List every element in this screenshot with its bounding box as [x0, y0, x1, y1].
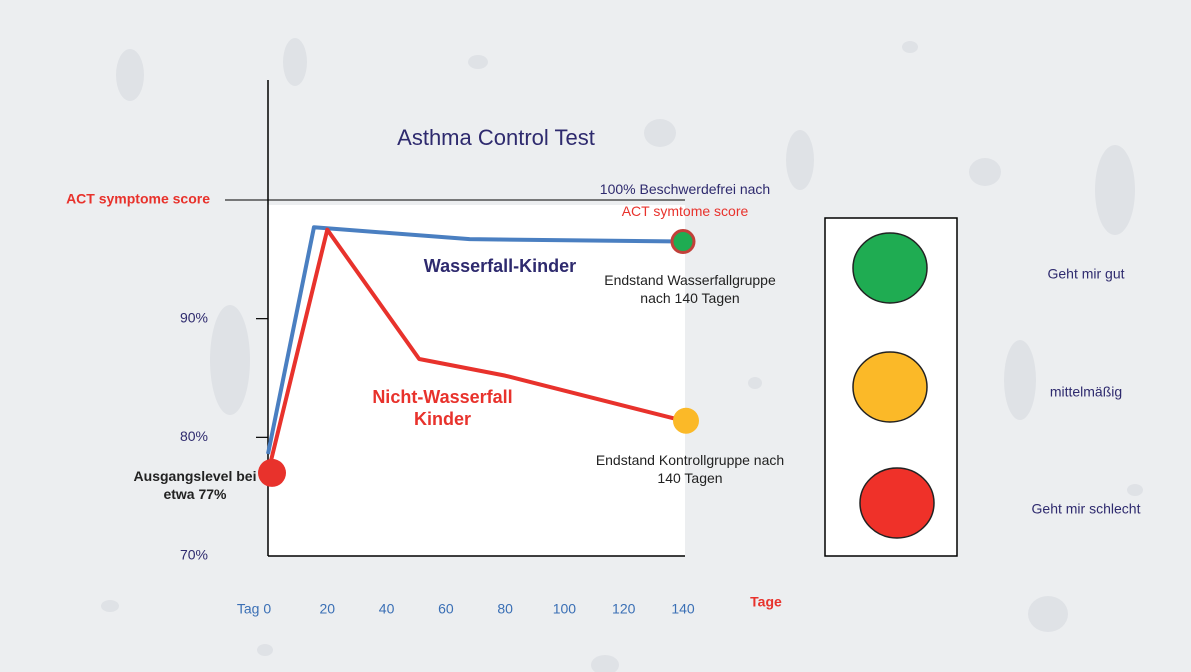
series-label: Wasserfall-Kinder	[400, 256, 600, 276]
x-tick-label: 60	[438, 601, 454, 617]
series-label: Nicht-Wasserfall Kinder	[355, 386, 530, 430]
traffic-light	[860, 468, 934, 538]
y-tick-label: 70%	[180, 547, 208, 563]
chart: Asthma Control Test Tage Tag 0 20 40 60 80 10…	[0, 0, 1191, 672]
x-tick-label: 20	[319, 601, 335, 617]
x-tick-label: 120	[612, 601, 636, 617]
x-tick-label: 100	[553, 601, 577, 617]
annotation: Endstand Wasserfallgruppe nach 140 Tagen	[590, 271, 790, 307]
annotation: 100% Beschwerdefrei nach	[535, 180, 835, 198]
legend-label: Geht mir gut	[1047, 266, 1124, 282]
end-marker	[672, 231, 694, 253]
annotation: ACT symtome score	[535, 202, 835, 220]
x-tick-label: 40	[379, 601, 395, 617]
end-marker	[673, 408, 699, 434]
traffic-light	[853, 352, 927, 422]
legend-label: Geht mir schlecht	[1032, 501, 1141, 517]
y-tick-label: 90%	[180, 309, 208, 325]
traffic-light	[853, 233, 927, 303]
x-tick-label: Tag 0	[237, 601, 271, 617]
page: Asthma Control Test Tage Tag 0 20 40 60 80 10…	[0, 0, 1191, 672]
legend-label: mittelmäßig	[1050, 384, 1122, 400]
chart-title: Asthma Control Test	[397, 125, 595, 150]
annotation: Endstand Kontrollgruppe nach 140 Tagen	[590, 451, 790, 487]
y-tick-label: ACT symptome score	[66, 191, 210, 207]
x-tick-label: 140	[671, 601, 695, 617]
annotation: Ausgangslevel bei etwa 77%	[125, 467, 265, 503]
x-tick-label: 80	[497, 601, 513, 617]
y-tick-label: 80%	[180, 428, 208, 444]
x-axis-label: Tage	[750, 594, 782, 610]
